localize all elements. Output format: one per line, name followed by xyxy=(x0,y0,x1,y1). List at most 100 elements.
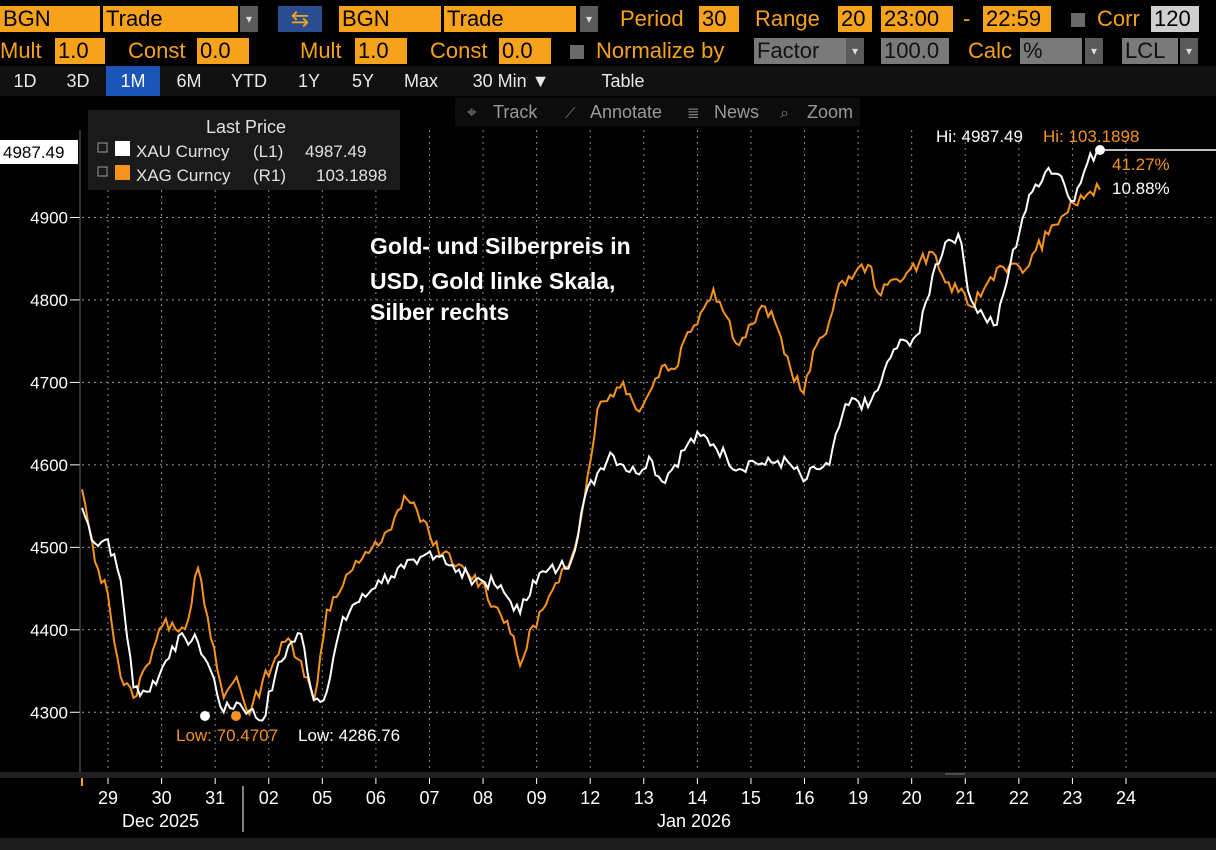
currency-dropdown-icon[interactable]: ▾ xyxy=(1180,38,1198,64)
y-tick-label: 4900 xyxy=(30,208,68,227)
x-tick-label: 30 xyxy=(152,788,172,808)
x-tick-label: 09 xyxy=(527,788,547,808)
x-tick-label: 16 xyxy=(795,788,815,808)
const-left-label: Const xyxy=(128,38,186,63)
chart-grid xyxy=(82,130,1216,772)
corr-checkbox[interactable] xyxy=(1071,13,1085,27)
mult-left-label: Mult xyxy=(0,38,42,63)
field-right-dropdown-icon[interactable]: ▾ xyxy=(580,6,598,32)
normalize-label: Normalize by xyxy=(596,38,725,63)
timeframe-ytd-button[interactable]: YTD xyxy=(231,71,267,91)
corr-label: Corr xyxy=(1097,6,1140,31)
y-tick-label: 4600 xyxy=(30,456,68,475)
timeframe-3d-button[interactable]: 3D xyxy=(66,71,90,91)
annotate-icon[interactable]: ⟋ xyxy=(565,105,576,122)
silver-high-label: Hi: 103.1898 xyxy=(1043,127,1139,146)
period-input[interactable]: 30 xyxy=(699,6,739,32)
timeframe-1y-button[interactable]: 1Y xyxy=(297,71,321,91)
source-right-field[interactable]: BGN xyxy=(339,6,441,32)
time-separator: - xyxy=(963,6,971,31)
time-from-input[interactable]: 23:00 xyxy=(881,6,953,32)
source-left-field[interactable]: BGN xyxy=(0,6,100,32)
legend-expand-icon[interactable] xyxy=(97,166,108,177)
mult-left-input[interactable]: 1.0 xyxy=(55,38,105,64)
time-to-input[interactable]: 22:59 xyxy=(983,6,1051,32)
gold-swatch xyxy=(115,141,130,156)
factor-input[interactable]: 100.0 xyxy=(881,38,949,64)
field-right-select[interactable]: Trade xyxy=(444,6,576,32)
range-input[interactable]: 20 xyxy=(838,6,872,32)
toolbar-row-1: BGN Trade ▾ ⇆ BGN Trade ▾ Period 30 Rang… xyxy=(0,0,1216,36)
gold-low-label: Low: 4286.76 xyxy=(298,726,400,745)
price-chart: 4300 4400 4500 4600 4700 4800 4900 29 30 31 02 05 0… xyxy=(0,96,1216,850)
annotation-line-1: Gold- und Silberpreis in xyxy=(370,233,631,259)
x-tick-label: 08 xyxy=(473,788,493,808)
legend-silver-label: XAG Curncy xyxy=(136,166,231,185)
normalize-select[interactable]: Factor xyxy=(754,38,846,64)
period-label: Period xyxy=(620,6,684,31)
gold-change-label: 10.88% xyxy=(1112,179,1170,198)
silver-low-label: Low: 70.4707 xyxy=(176,726,278,745)
interval-select[interactable]: 30 Min ▼ xyxy=(472,71,550,91)
y-axis-left: 4300 4400 4500 4600 4700 4800 4900 xyxy=(30,130,81,772)
normalize-dropdown-icon[interactable]: ▾ xyxy=(846,38,864,64)
x-tick-label: 19 xyxy=(848,788,868,808)
corr-input[interactable]: 120 xyxy=(1151,6,1199,32)
silver-low-point xyxy=(231,711,241,721)
timeframe-max-button[interactable]: Max xyxy=(403,71,438,91)
calc-dropdown-icon[interactable]: ▾ xyxy=(1085,38,1103,64)
mult-right-label: Mult xyxy=(300,38,342,63)
chart-tools: ⌖ Track ⟋ Annotate ≣ News ⌕ Zoom xyxy=(455,98,860,126)
swap-arrows-icon[interactable]: ⇆ xyxy=(278,6,322,32)
range-label: Range xyxy=(755,6,820,31)
x-tick-label: 12 xyxy=(580,788,600,808)
gold-low-point xyxy=(200,711,210,721)
gold-high-point xyxy=(1095,145,1105,155)
track-button[interactable]: Track xyxy=(493,102,538,122)
legend-silver-value: 103.1898 xyxy=(316,166,387,185)
status-bar xyxy=(0,838,1216,850)
zoom-button[interactable]: Zoom xyxy=(807,102,853,122)
annotate-button[interactable]: Annotate xyxy=(590,102,662,122)
chart-annotation: Gold- und Silberpreis in USD, Gold linke… xyxy=(370,233,631,325)
last-price-tag xyxy=(0,140,78,164)
table-button[interactable]: Table xyxy=(601,71,645,91)
x-tick-label: 20 xyxy=(902,788,922,808)
legend-gold-value: 4987.49 xyxy=(305,142,366,161)
y-tick-label: 4700 xyxy=(30,373,68,392)
const-left-input[interactable]: 0.0 xyxy=(197,38,249,64)
month-label-dec: Dec 2025 xyxy=(122,811,199,831)
news-icon[interactable]: ≣ xyxy=(687,105,700,122)
x-tick-label: 02 xyxy=(259,788,279,808)
legend-silver-axis: (R1) xyxy=(253,166,286,185)
field-left-dropdown-icon[interactable]: ▾ xyxy=(240,6,258,32)
zoom-icon[interactable]: ⌕ xyxy=(780,105,789,122)
scroll-handle-bar[interactable] xyxy=(0,772,1216,778)
toolbar-row-2: Mult 1.0 Const 0.0 Mult 1.0 Const 0.0 No… xyxy=(0,36,1216,66)
x-axis: 29 30 31 02 05 06 07 08 09 12 13 14 15 16 19 20 21 22 23 24 xyxy=(98,778,1136,808)
timeframe-1d-button[interactable]: 1D xyxy=(13,71,37,91)
silver-series-line xyxy=(81,181,1101,717)
track-icon[interactable]: ⌖ xyxy=(467,103,477,122)
const-right-input[interactable]: 0.0 xyxy=(499,38,551,64)
x-tick-label: 06 xyxy=(366,788,386,808)
chart-background xyxy=(0,96,1216,850)
last-price-tag-text: 4987.49 xyxy=(3,143,64,162)
gold-high-label: Hi: 4987.49 xyxy=(936,127,1023,146)
currency-select[interactable]: LCL xyxy=(1122,38,1178,64)
x-tick-label: 23 xyxy=(1062,788,1082,808)
timeframe-1m-button[interactable]: 1M xyxy=(106,66,160,96)
mult-right-input[interactable]: 1.0 xyxy=(355,38,407,64)
x-tick-label: 05 xyxy=(312,788,332,808)
legend-expand-icon[interactable] xyxy=(97,142,108,153)
field-left-select[interactable]: Trade xyxy=(103,6,238,32)
news-button[interactable]: News xyxy=(714,102,759,122)
normalize-checkbox[interactable] xyxy=(570,45,584,59)
calc-label: Calc xyxy=(968,38,1013,63)
timeframe-6m-button[interactable]: 6M xyxy=(176,71,202,91)
timeframe-5y-button[interactable]: 5Y xyxy=(351,71,375,91)
silver-swatch xyxy=(115,165,130,180)
month-label-jan: Jan 2026 xyxy=(657,811,731,831)
x-tick-label: 14 xyxy=(687,788,707,808)
calc-select[interactable]: % xyxy=(1020,38,1082,64)
